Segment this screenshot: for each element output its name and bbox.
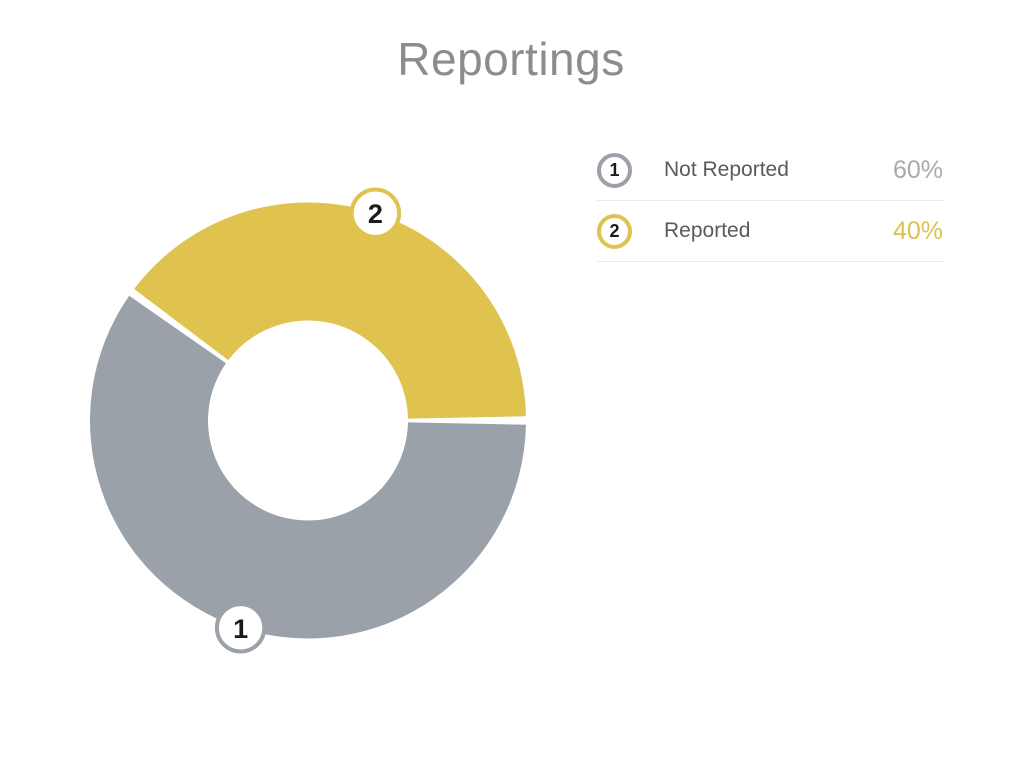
svg-text:1: 1 [233,614,248,644]
svg-text:2: 2 [368,199,383,229]
